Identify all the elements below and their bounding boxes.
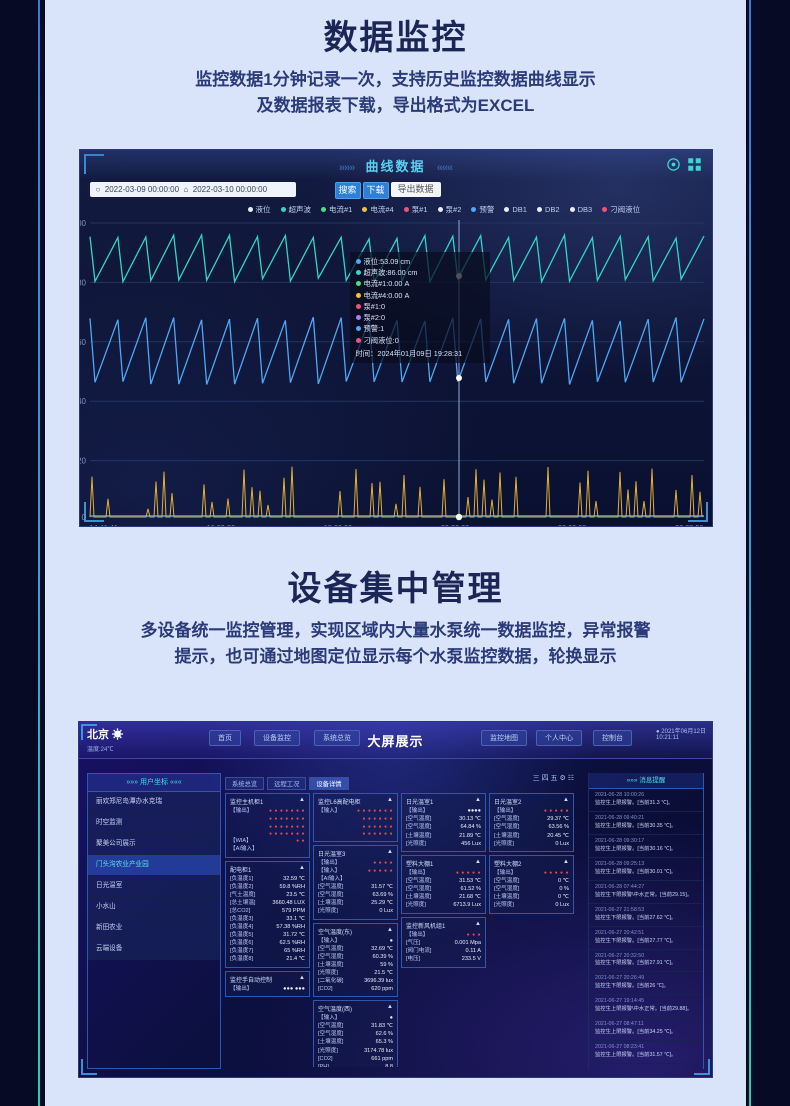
svg-text:20: 20 bbox=[79, 456, 87, 465]
svg-text:80: 80 bbox=[79, 278, 87, 287]
svg-text:60: 60 bbox=[79, 337, 87, 346]
svg-text:0: 0 bbox=[81, 513, 86, 522]
svg-text:100: 100 bbox=[79, 219, 87, 228]
svg-text:40: 40 bbox=[79, 397, 87, 406]
